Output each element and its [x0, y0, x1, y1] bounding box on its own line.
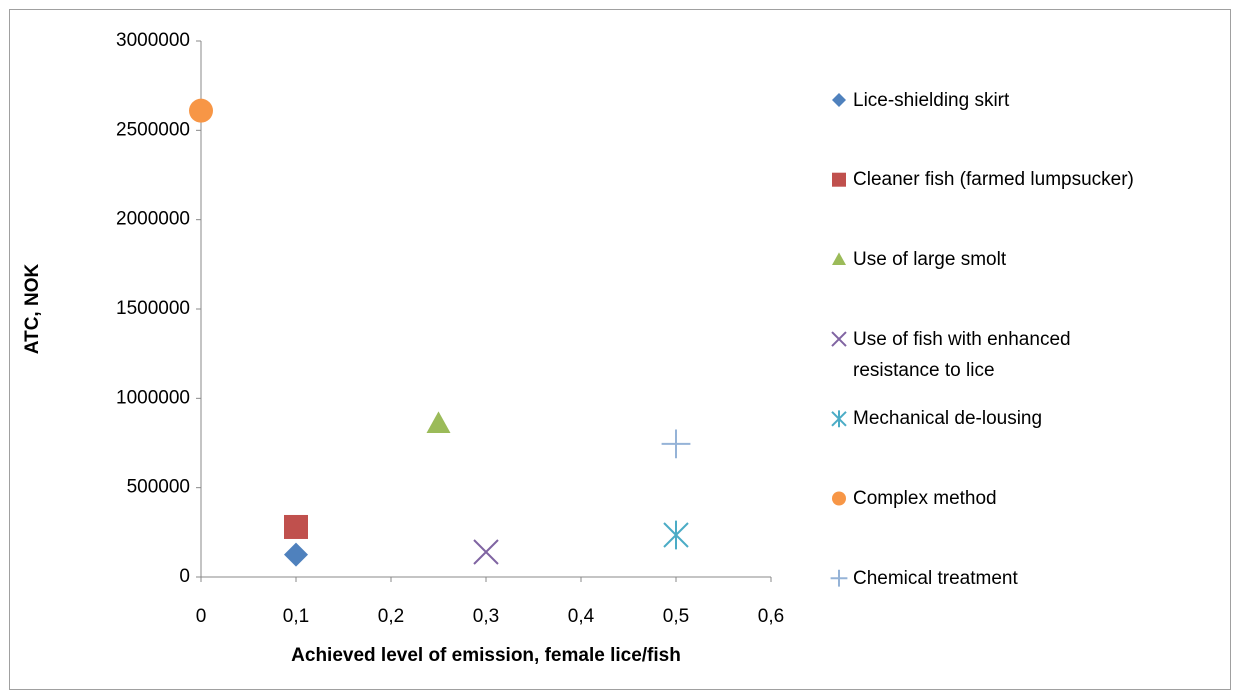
legend-label: Lice-shielding skirt — [853, 89, 1010, 111]
y-tick-label: 0 — [179, 566, 190, 587]
point — [284, 542, 308, 567]
point — [284, 514, 308, 539]
legend-marker — [832, 252, 846, 265]
x-tick-label: 0,2 — [378, 606, 404, 627]
x-tick-label: 0,5 — [663, 606, 689, 627]
y-tick-label: 2000000 — [116, 209, 190, 230]
x-axis-title: Achieved level of emission, female lice/… — [291, 645, 681, 666]
point — [189, 98, 213, 123]
legend-label: Use of large smolt — [853, 248, 1007, 270]
legend-label: Chemical treatment — [853, 567, 1018, 589]
legend-marker — [832, 172, 846, 187]
legend-label: Mechanical de-lousing — [853, 408, 1043, 430]
x-tick-label: 0,3 — [473, 606, 499, 627]
legend-marker — [830, 569, 848, 587]
x-tick-label: 0,4 — [568, 606, 595, 627]
y-tick-label: 2500000 — [116, 119, 190, 140]
legend-marker — [832, 93, 846, 107]
y-tick-label: 1000000 — [116, 387, 190, 408]
legend-label: Complex method — [853, 488, 997, 509]
y-tick-label: 500000 — [127, 477, 190, 498]
point — [661, 429, 691, 459]
legend-marker — [832, 491, 846, 506]
y-axis-title: ATC, NOK — [22, 264, 43, 355]
point — [663, 520, 689, 550]
legend-label: Cleaner fish (farmed lumpsucker) — [853, 169, 1134, 191]
point — [426, 411, 451, 433]
x-tick-label: 0,6 — [758, 606, 784, 627]
y-tick-label: 1500000 — [116, 298, 190, 319]
x-tick-label: 0 — [196, 606, 207, 627]
point — [473, 539, 499, 565]
chart-border — [9, 9, 1231, 690]
x-tick-label: 0,1 — [283, 606, 309, 627]
y-tick-label: 3000000 — [116, 30, 190, 51]
legend-marker — [831, 331, 847, 347]
legend-label: Use of fish with enhanced resistance to … — [853, 328, 1071, 381]
legend-marker — [831, 410, 847, 428]
